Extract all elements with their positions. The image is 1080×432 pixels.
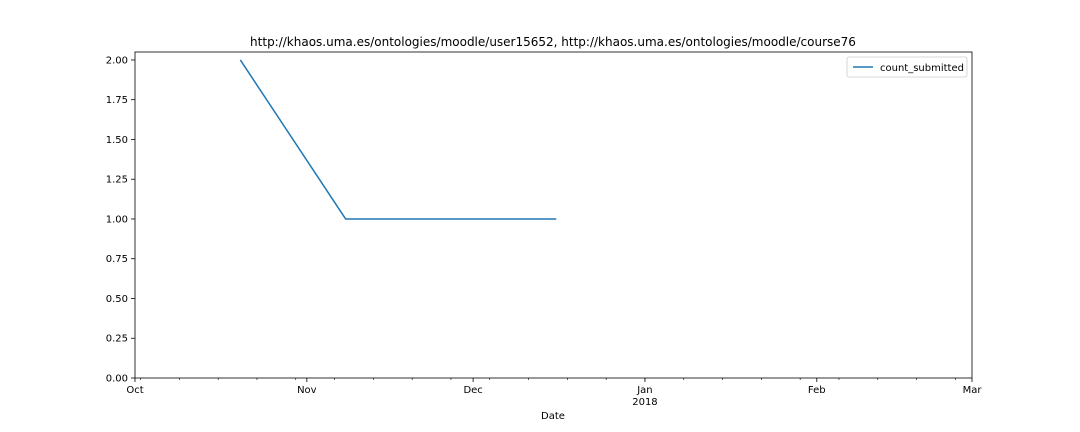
legend: count_submitted xyxy=(846,56,968,78)
y-tick-label: 1.75 xyxy=(106,95,128,106)
y-tick-label: 0.00 xyxy=(106,374,128,385)
chart-title: http://khaos.uma.es/ontologies/moodle/us… xyxy=(250,35,856,49)
x-tick-label: Feb xyxy=(808,385,826,396)
plot-frame xyxy=(134,51,973,379)
x-tick-label: Nov xyxy=(297,385,317,396)
legend-label: count_submitted xyxy=(880,63,964,74)
plot-area xyxy=(134,51,973,379)
y-axis: 0.00 0.25 0.50 0.75 1.00 1.25 1.50 1.75 2.00 xyxy=(106,55,135,385)
y-tick-label: 1.00 xyxy=(106,214,128,225)
y-tick-label: 0.75 xyxy=(106,254,128,265)
series-layer xyxy=(239,59,557,220)
y-tick-label: 1.50 xyxy=(106,135,128,146)
x-tick-label: Mar xyxy=(963,385,983,396)
y-tick-label: 0.25 xyxy=(106,334,128,345)
y-tick-label: 0.50 xyxy=(106,294,128,305)
y-tick-label: 2.00 xyxy=(106,55,128,66)
x-tick-label: Jan xyxy=(636,385,652,396)
y-tick-label: 1.25 xyxy=(106,175,128,186)
x-tick-label: Dec xyxy=(463,385,482,396)
x-tick-sublabel: 2018 xyxy=(632,397,657,408)
series-line-count_submitted xyxy=(239,59,557,220)
legend-box xyxy=(846,56,968,78)
x-axis-label: Date xyxy=(541,411,565,422)
x-tick-label: Oct xyxy=(126,385,143,396)
